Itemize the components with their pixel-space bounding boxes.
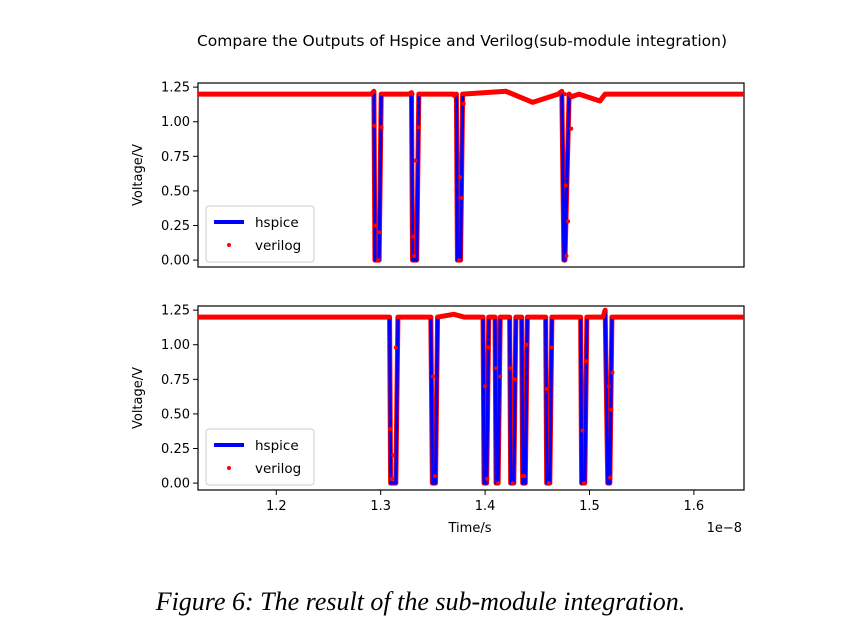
bottom-verilog-point: [608, 475, 613, 480]
top-legend: hspice verilog: [205, 205, 315, 263]
bottom-verilog-point: [496, 481, 501, 486]
top-verilog-point: [461, 101, 466, 106]
bottom-verilog-point: [522, 474, 527, 479]
top-y-tick-label: 1.00: [161, 115, 190, 130]
top-series: [198, 88, 744, 263]
bottom-verilog-point: [582, 481, 587, 486]
figure-caption: Figure 6: The result of the sub-module i…: [155, 587, 686, 616]
top-y-axis-label: Voltage/V: [131, 144, 146, 206]
bottom-legend-verilog-label: verilog: [255, 461, 301, 477]
bottom-verilog-point: [486, 345, 491, 350]
bottom-y-ticks: 0.00 0.25 0.50 0.75 1.00 1.25: [161, 304, 198, 492]
top-legend-hspice-label: hspice: [255, 215, 299, 231]
top-verilog-point: [369, 92, 374, 97]
top-legend-verilog-label: verilog: [255, 238, 301, 254]
top-y-tick-label: 1.25: [161, 81, 190, 96]
bottom-verilog-point: [546, 481, 551, 486]
top-verilog-point: [377, 230, 382, 235]
bottom-verilog-point: [606, 384, 611, 389]
bottom-y-tick-label: 1.00: [161, 338, 190, 353]
bottom-verilog-point: [485, 476, 490, 481]
bottom-y-tick-label: 0.25: [161, 442, 190, 457]
bottom-verilog-point: [435, 315, 440, 320]
top-verilog-point: [459, 195, 464, 200]
bottom-verilog-point: [610, 370, 615, 375]
bottom-verilog-point: [389, 476, 394, 481]
top-y-tick-label: 0.75: [161, 150, 190, 165]
top-verilog-point: [566, 219, 571, 224]
top-verilog-point: [569, 126, 574, 131]
bottom-subplot: 0.00 0.25 0.50 0.75 1.00 1.25 1.2 1.3 1.4 1.5 1.6…: [131, 304, 745, 536]
bottom-x-tick-label: 1.6: [684, 499, 705, 514]
bottom-y-tick-label: 0.50: [161, 407, 190, 422]
top-y-tick-label: 0.25: [161, 219, 190, 234]
top-verilog-point: [379, 125, 384, 130]
bottom-verilog-point: [508, 366, 513, 371]
bottom-legend-hspice-label: hspice: [255, 438, 299, 454]
bottom-y-axis-label: Voltage/V: [131, 367, 146, 429]
top-verilog-point: [411, 234, 416, 239]
top-verilog-point: [376, 258, 381, 263]
bottom-verilog-point: [430, 374, 435, 379]
bottom-verilog-point: [494, 366, 499, 371]
bottom-x-ticks: 1.2 1.3 1.4 1.5 1.6: [266, 490, 704, 514]
bottom-y-tick-label: 1.25: [161, 304, 190, 319]
bottom-verilog-point: [580, 428, 585, 433]
bottom-x-axis-label: Time/s: [448, 521, 492, 536]
top-verilog-point: [412, 253, 417, 258]
top-verilog-point: [413, 158, 418, 163]
bottom-legend: hspice verilog: [205, 428, 315, 486]
bottom-legend-verilog-swatch: [227, 466, 231, 470]
bottom-verilog-point: [391, 453, 396, 458]
bottom-verilog-point: [432, 474, 437, 479]
bottom-verilog-point: [549, 345, 554, 350]
bottom-x-tick-label: 1.3: [370, 499, 391, 514]
bottom-x-tick-label: 1.5: [579, 499, 600, 514]
bottom-verilog-point: [584, 359, 589, 364]
bottom-verilog-point: [544, 387, 549, 392]
top-verilog-point: [410, 92, 415, 97]
top-verilog-point: [563, 183, 568, 188]
bottom-verilog-point: [510, 481, 515, 486]
top-verilog-point: [562, 92, 567, 97]
bottom-verilog-point: [609, 407, 614, 412]
top-verilog-point: [373, 223, 378, 228]
bottom-y-tick-label: 0.75: [161, 373, 190, 388]
top-subplot: 0.00 0.25 0.50 0.75 1.00 1.25 Voltage/V hspic…: [131, 81, 745, 269]
top-legend-verilog-swatch: [227, 243, 231, 247]
top-verilog-point: [456, 258, 461, 263]
top-verilog-point: [564, 253, 569, 258]
bottom-x-tick-label: 1.4: [475, 499, 496, 514]
bottom-verilog-flat-segments: [198, 308, 744, 320]
bottom-verilog-point: [498, 374, 503, 379]
bottom-verilog-point: [483, 384, 488, 389]
bottom-verilog-point: [512, 377, 517, 382]
top-verilog-point: [372, 123, 377, 128]
bottom-x-tick-label: 1.2: [266, 499, 287, 514]
bottom-verilog-point: [388, 427, 393, 432]
bottom-verilog-point: [395, 315, 400, 320]
top-y-tick-label: 0.00: [161, 254, 190, 269]
bottom-verilog-point: [524, 342, 529, 347]
bottom-y-tick-label: 0.00: [161, 477, 190, 492]
top-y-tick-label: 0.50: [161, 184, 190, 199]
bottom-series: [198, 307, 744, 486]
top-verilog-point: [416, 125, 421, 130]
top-verilog-point: [458, 175, 463, 180]
top-y-ticks: 0.00 0.25 0.50 0.75 1.00 1.25: [161, 81, 198, 269]
x-scale-offset-label: 1e−8: [707, 521, 742, 536]
bottom-hspice-line: [198, 308, 744, 485]
figure-title: Compare the Outputs of Hspice and Verilo…: [197, 32, 727, 50]
bottom-verilog-point: [393, 345, 398, 350]
